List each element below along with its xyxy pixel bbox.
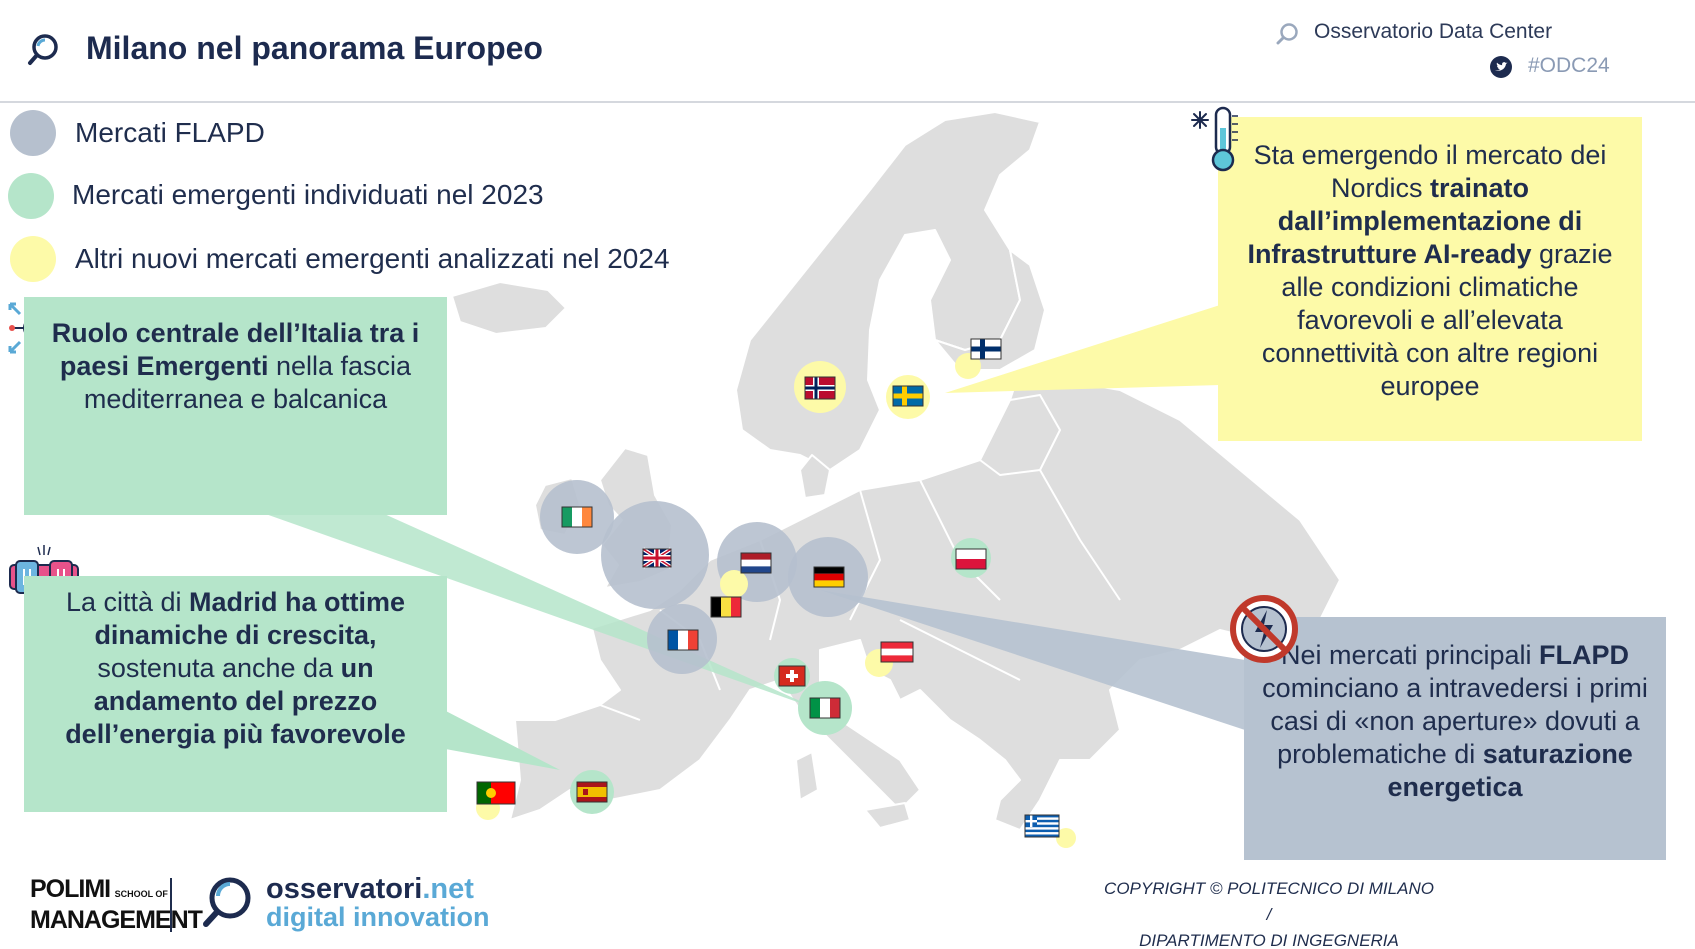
callout-italy: Ruolo centrale dell’Italia tra i paesi E… <box>24 297 447 515</box>
flag-poland <box>955 548 987 570</box>
polimi-logo-school: SCHOOL OF <box>114 889 168 899</box>
no-power-icon <box>1230 595 1298 663</box>
flag-finland <box>970 338 1002 360</box>
osservatori-logo-icon <box>203 877 251 927</box>
callout-italy-text: nella fascia mediterranea e balcanica <box>83 351 412 414</box>
polimi-logo-line1: POLIMI <box>30 875 111 903</box>
marker-circle-greece <box>1056 828 1076 848</box>
callout-flapd-text2: cominciano a intravedersi i primi casi d… <box>1262 673 1648 769</box>
twitter-icon[interactable] <box>1490 56 1512 78</box>
flag-ireland <box>561 506 593 528</box>
callout-nordics: Sta emergendo il mercato dei Nordics tra… <box>1218 117 1642 441</box>
flag-austria <box>880 641 914 663</box>
iceland-shape <box>451 281 567 335</box>
sardinia-shape <box>795 751 819 801</box>
flag-sweden <box>892 385 924 407</box>
flag-uk <box>641 547 673 569</box>
callout-madrid-bold2: un andamento del prezzo dell’energia più… <box>65 653 406 749</box>
thermometer-cold-icon <box>1191 106 1238 172</box>
marker-circle-belgium <box>720 570 748 598</box>
mainland-europe-shape <box>509 369 1341 831</box>
osservatori-logo-text: osservatori.net <box>266 874 474 904</box>
callout-madrid-text1: La città di <box>65 587 190 617</box>
pointer-wedge-flapd <box>820 590 1245 730</box>
search-magnifier-icon <box>1276 23 1298 45</box>
callout-nordics-text1: Sta emergendo il mercato dei Nordics <box>1253 140 1607 203</box>
border-line <box>1039 469 1121 601</box>
legend-label-2023: Mercati emergenti individuati nel 2023 <box>72 179 544 210</box>
footer-divider <box>170 878 172 932</box>
flag-spain <box>576 781 608 803</box>
osservatori-logo-subtitle: digital innovation <box>266 902 490 932</box>
flag-portugal <box>476 781 516 805</box>
legend-swatch-2023 <box>8 173 54 219</box>
callout-nordics-text2: grazie alle condizioni climatiche favore… <box>1261 239 1613 401</box>
border-line <box>599 704 641 721</box>
callout-flapd-text1: Nei mercati principali <box>1280 640 1540 670</box>
callout-italy-bold: Ruolo centrale dell’Italia tra i paesi E… <box>51 318 420 381</box>
page-title: Milano nel panorama Europeo <box>86 30 543 66</box>
denmark-shape <box>799 454 831 499</box>
polimi-logo: POLIMI SCHOOL OF MANAGEMENT <box>30 875 203 934</box>
copyright-line2: DIPARTIMENTO DI INGEGNERIA GESTIONALE <box>1139 931 1399 949</box>
scandinavia-shape <box>735 111 1041 471</box>
header-divider <box>0 101 1695 103</box>
flag-switzerland <box>778 665 806 687</box>
flag-norway <box>804 376 836 400</box>
callout-madrid: La città di Madrid ha ottime dinamiche d… <box>24 576 447 812</box>
flag-germany <box>813 566 845 588</box>
flag-belgium <box>710 596 742 618</box>
pointer-wedge-madrid <box>440 708 560 770</box>
copyright-line1: COPYRIGHT © POLITECNICO DI MILANO / <box>1104 879 1434 924</box>
hashtag[interactable]: #ODC24 <box>1528 54 1610 77</box>
osservatori-logo-name: osservatori <box>266 873 423 905</box>
flag-italy <box>809 697 841 719</box>
copyright-notice: COPYRIGHT © POLITECNICO DI MILANO / DIPA… <box>1104 876 1434 949</box>
callout-flapd-bold2: saturazione energetica <box>1387 739 1633 802</box>
sicily-shape <box>864 802 911 829</box>
flag-france <box>667 629 699 651</box>
legend-swatch-2024 <box>10 236 56 282</box>
callout-flapd-bold1: FLAPD <box>1539 640 1630 670</box>
pointer-wedge-nordics <box>945 305 1220 393</box>
organization-name: Osservatorio Data Center <box>1314 20 1553 43</box>
flag-greece <box>1024 814 1060 838</box>
legend-label-flapd: Mercati FLAPD <box>75 117 265 148</box>
flag-netherlands <box>740 552 772 574</box>
search-magnifier-icon <box>28 34 58 65</box>
callout-madrid-bold1: Madrid ha ottime dinamiche di crescita, <box>94 587 406 650</box>
legend-label-2024: Altri nuovi mercati emergenti analizzati… <box>75 243 670 274</box>
osservatori-logo-net: .net <box>422 873 474 905</box>
polimi-logo-line2: MANAGEMENT <box>30 906 203 934</box>
callout-madrid-text2: sostenuta anche da <box>97 653 341 683</box>
callout-flapd: Nei mercati principali FLAPD cominciano … <box>1244 617 1666 860</box>
legend-swatch-flapd <box>10 110 56 156</box>
border-line <box>899 619 1021 681</box>
baltics-shape <box>979 394 1061 476</box>
callout-nordics-bold1: trainato dall’implementazione di Infrast… <box>1247 173 1583 269</box>
